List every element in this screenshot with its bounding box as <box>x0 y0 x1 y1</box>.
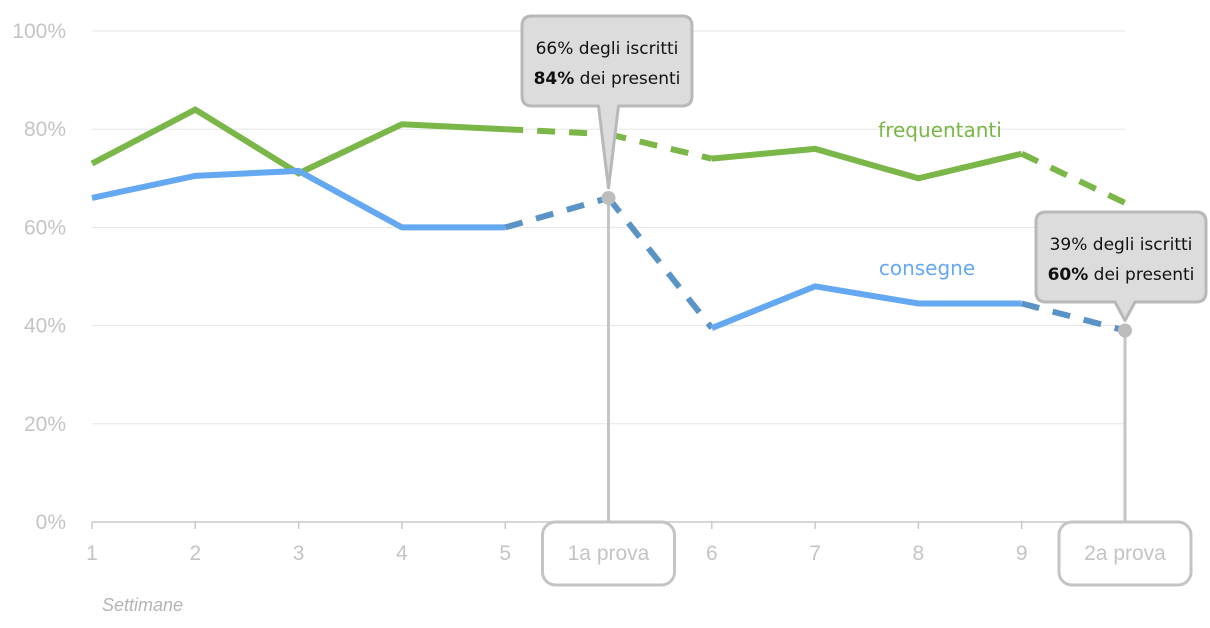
callout-box <box>1034 210 1208 323</box>
x-tick-label: 1 <box>86 542 98 565</box>
callout-line2-rest: dei presenti <box>1088 265 1194 285</box>
x-tick-label: 4 <box>396 542 408 565</box>
y-tick-label: 0% <box>36 511 66 534</box>
series-dashed-segment-frequentanti <box>607 131 713 162</box>
y-axis: 0% 20% 40% 60% 80% 100% <box>12 20 66 534</box>
callout-line2: 84% dei presenti <box>534 69 681 89</box>
series-line-frequentanti <box>90 106 506 177</box>
callout-line2-rest: dei presenti <box>574 69 680 89</box>
series-dashed-segment-consegne <box>504 195 610 231</box>
series-dashed-segment-consegne <box>1020 300 1126 334</box>
callout-line2-bold: 84% <box>534 69 575 89</box>
y-tick-label: 100% <box>12 20 66 43</box>
x-tick-label: 1a prova <box>568 542 650 565</box>
callout-line1: 39% degli iscritti <box>1050 235 1193 255</box>
series-label-frequentanti: frequentanti <box>878 118 1002 142</box>
x-tick-label: 2a prova <box>1084 542 1166 565</box>
y-tick-label: 60% <box>24 216 66 239</box>
x-tick-label: 5 <box>499 542 511 565</box>
series-dashed-segment-frequentanti <box>1020 151 1127 206</box>
x-tick-label: 2 <box>189 542 201 565</box>
series-dashed-segment-frequentanti <box>505 126 609 138</box>
series-line-consegne <box>710 283 1022 331</box>
series-label-consegne: consegne <box>879 256 975 280</box>
x-axis: 1 2 3 4 5 1a prova 6 7 8 9 2a prova <box>86 520 1193 587</box>
y-tick-label: 80% <box>24 118 66 141</box>
x-tick-label: 9 <box>1016 542 1028 565</box>
x-tick-label: 8 <box>913 542 925 565</box>
y-tick-label: 20% <box>24 413 66 436</box>
callout-point <box>1118 323 1132 338</box>
x-tick-label: 3 <box>293 542 305 565</box>
callout-line2-bold: 60% <box>1048 265 1089 285</box>
series-lines: frequentanti consegne <box>90 106 1127 334</box>
callout-box <box>520 14 694 190</box>
callout-point <box>601 190 616 205</box>
x-tick-label: 7 <box>809 542 821 565</box>
callout-line1: 66% degli iscritti <box>536 39 679 59</box>
callout-line2: 60% dei presenti <box>1048 265 1195 285</box>
x-tick-label: 6 <box>706 542 718 565</box>
series-line-frequentanti <box>711 145 1023 182</box>
y-tick-label: 40% <box>24 315 66 338</box>
series-line-consegne <box>91 167 506 231</box>
x-axis-title: Settimane <box>102 595 183 615</box>
event-lines <box>607 197 1127 522</box>
callouts: 66% degli iscritti 84% dei presenti 39% de… <box>520 14 1208 338</box>
series-dashed-segment-consegne <box>606 196 715 330</box>
